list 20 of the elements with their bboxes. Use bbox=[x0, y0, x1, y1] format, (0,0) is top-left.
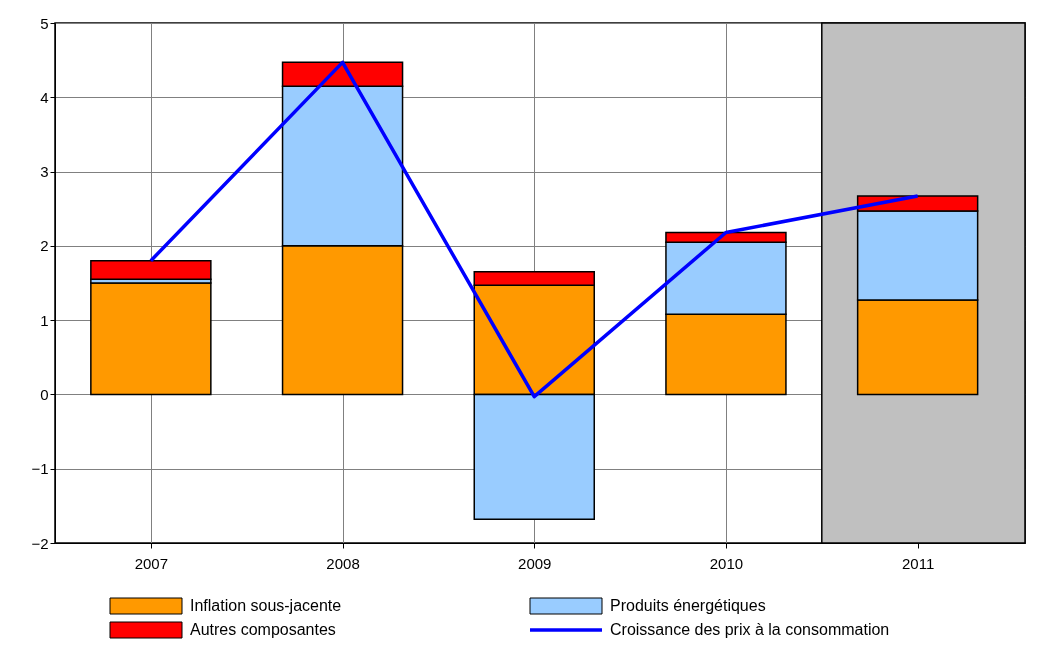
line-series bbox=[149, 60, 920, 399]
bar bbox=[90, 282, 212, 396]
y-tick-label: 2 bbox=[40, 237, 49, 255]
legend-label: Produits énergétiques bbox=[610, 597, 766, 614]
x-tick-label: 2009 bbox=[518, 554, 552, 572]
legend-label: Autres composantes bbox=[190, 621, 336, 638]
y-tick-label: −1 bbox=[31, 460, 49, 478]
x-tick-label: 2007 bbox=[134, 554, 169, 572]
x-tick-label: 2008 bbox=[326, 554, 360, 572]
y-tick-label: 1 bbox=[40, 311, 49, 329]
legend-label: Croissance des prix à la consommation bbox=[610, 621, 890, 638]
y-tick-label: −2 bbox=[31, 534, 49, 552]
x-tick-label: 2011 bbox=[902, 554, 935, 572]
y-tick-label: 3 bbox=[40, 163, 49, 181]
y-tick-label: 5 bbox=[40, 14, 49, 32]
legend-label: Inflation sous-jacente bbox=[190, 597, 342, 614]
x-tick-label: 2010 bbox=[709, 554, 744, 572]
y-tick-label: 0 bbox=[40, 385, 49, 403]
bar bbox=[90, 259, 212, 281]
y-tick-label: 4 bbox=[40, 88, 49, 106]
